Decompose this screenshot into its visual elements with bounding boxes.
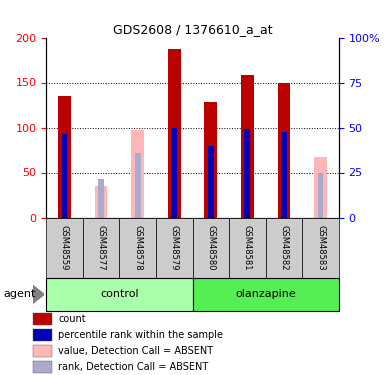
Bar: [314, 157, 327, 218]
Text: GSM48577: GSM48577: [97, 225, 105, 270]
Text: GSM48583: GSM48583: [316, 225, 325, 270]
Bar: [192, 217, 229, 278]
Bar: [98, 179, 104, 218]
Bar: [204, 102, 217, 218]
Bar: [33, 345, 52, 357]
Text: GSM48578: GSM48578: [133, 225, 142, 270]
Text: value, Detection Call = ABSENT: value, Detection Call = ABSENT: [58, 346, 213, 356]
Bar: [83, 217, 119, 278]
Bar: [156, 217, 192, 278]
Bar: [168, 49, 181, 217]
Bar: [244, 129, 250, 218]
Text: agent: agent: [4, 290, 36, 299]
Text: percentile rank within the sample: percentile rank within the sample: [58, 330, 223, 340]
Bar: [171, 128, 177, 218]
Bar: [278, 82, 290, 218]
Bar: [119, 217, 156, 278]
Bar: [33, 329, 52, 341]
Bar: [46, 217, 83, 278]
Bar: [135, 153, 141, 218]
Bar: [302, 217, 339, 278]
Text: GSM48559: GSM48559: [60, 225, 69, 270]
Polygon shape: [33, 285, 44, 303]
Bar: [192, 278, 339, 311]
Bar: [208, 146, 214, 218]
Text: GSM48579: GSM48579: [170, 225, 179, 270]
Text: GSM48581: GSM48581: [243, 225, 252, 270]
Text: control: control: [100, 290, 139, 299]
Text: GSM48582: GSM48582: [280, 225, 288, 270]
Text: GSM48580: GSM48580: [206, 225, 215, 270]
Bar: [46, 278, 192, 311]
Text: count: count: [58, 314, 86, 324]
Bar: [95, 186, 107, 218]
Bar: [229, 217, 266, 278]
Text: olanzapine: olanzapine: [235, 290, 296, 299]
Bar: [318, 172, 323, 217]
Bar: [281, 132, 287, 218]
Title: GDS2608 / 1376610_a_at: GDS2608 / 1376610_a_at: [113, 23, 272, 36]
Bar: [131, 130, 144, 218]
Bar: [58, 96, 71, 218]
Bar: [62, 134, 67, 218]
Bar: [241, 75, 254, 217]
Bar: [266, 217, 302, 278]
Bar: [33, 314, 52, 325]
Text: rank, Detection Call = ABSENT: rank, Detection Call = ABSENT: [58, 362, 208, 372]
Bar: [33, 361, 52, 373]
